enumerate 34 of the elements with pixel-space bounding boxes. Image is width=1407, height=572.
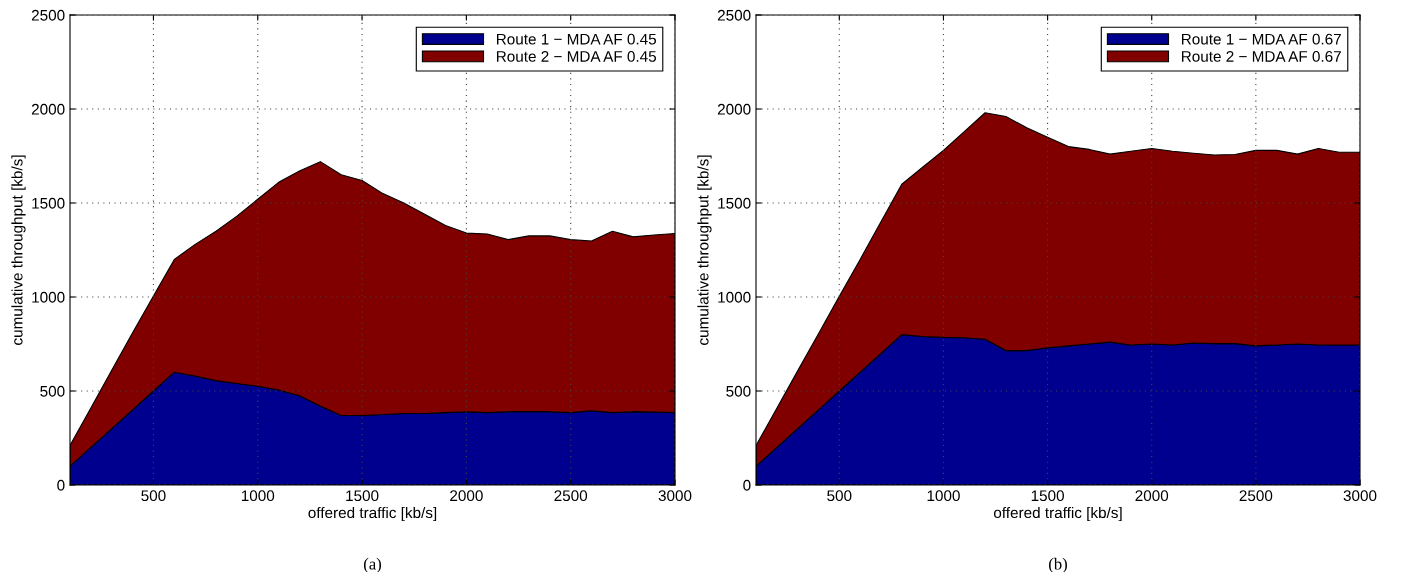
y-tick-label: 500 bbox=[40, 385, 65, 397]
x-tick-label: 3000 bbox=[658, 490, 692, 502]
text: (b) bbox=[1049, 557, 1067, 572]
x-tick-label: 1000 bbox=[927, 490, 960, 502]
x-tick-label: 2000 bbox=[450, 490, 483, 502]
y-tick-label: 1500 bbox=[718, 197, 751, 209]
x-tick-label: 3000 bbox=[1343, 490, 1377, 502]
y-axis-title: cumulative throughput [kb/s] bbox=[11, 155, 26, 345]
legend-label: Route 2 − MDA AF 0.45 bbox=[496, 51, 657, 62]
y-tick-label: 0 bbox=[743, 479, 751, 491]
x-tick-label: 1500 bbox=[346, 490, 379, 502]
y-tick-label: 0 bbox=[57, 479, 65, 491]
x-tick-label: 500 bbox=[827, 490, 852, 502]
legend-label: Route 1 − MDA AF 0.67 bbox=[1181, 33, 1341, 45]
x-tick-label: 1500 bbox=[1031, 490, 1064, 502]
y-tick-label: 1500 bbox=[32, 197, 65, 209]
x-axis-title: offered traffic [kb/s] bbox=[308, 506, 437, 522]
x-tick-label: 500 bbox=[141, 490, 166, 502]
y-tick-label: 2000 bbox=[717, 103, 751, 115]
x-axis-title: offered traffic [kb/s] bbox=[993, 506, 1122, 522]
x-tick-label: 2000 bbox=[1135, 490, 1169, 502]
y-tick-label: 2500 bbox=[31, 9, 65, 21]
text: (a) bbox=[363, 557, 382, 572]
legend-label: Route 2 − MDA AF 0.67 bbox=[1181, 51, 1341, 62]
y-tick-label: 1000 bbox=[32, 291, 65, 303]
x-tick-label: 1000 bbox=[241, 490, 275, 502]
y-tick-label: 500 bbox=[726, 385, 751, 397]
y-axis-title: cumulative throughput [kb/s] bbox=[697, 155, 712, 345]
x-tick-label: 2500 bbox=[554, 490, 588, 502]
y-tick-label: 2000 bbox=[31, 103, 65, 115]
x-tick-label: 2500 bbox=[1239, 490, 1273, 502]
legend-label: Route 1 − MDA AF 0.45 bbox=[496, 33, 657, 45]
y-tick-label: 2500 bbox=[717, 9, 751, 21]
y-tick-label: 1000 bbox=[718, 291, 751, 303]
